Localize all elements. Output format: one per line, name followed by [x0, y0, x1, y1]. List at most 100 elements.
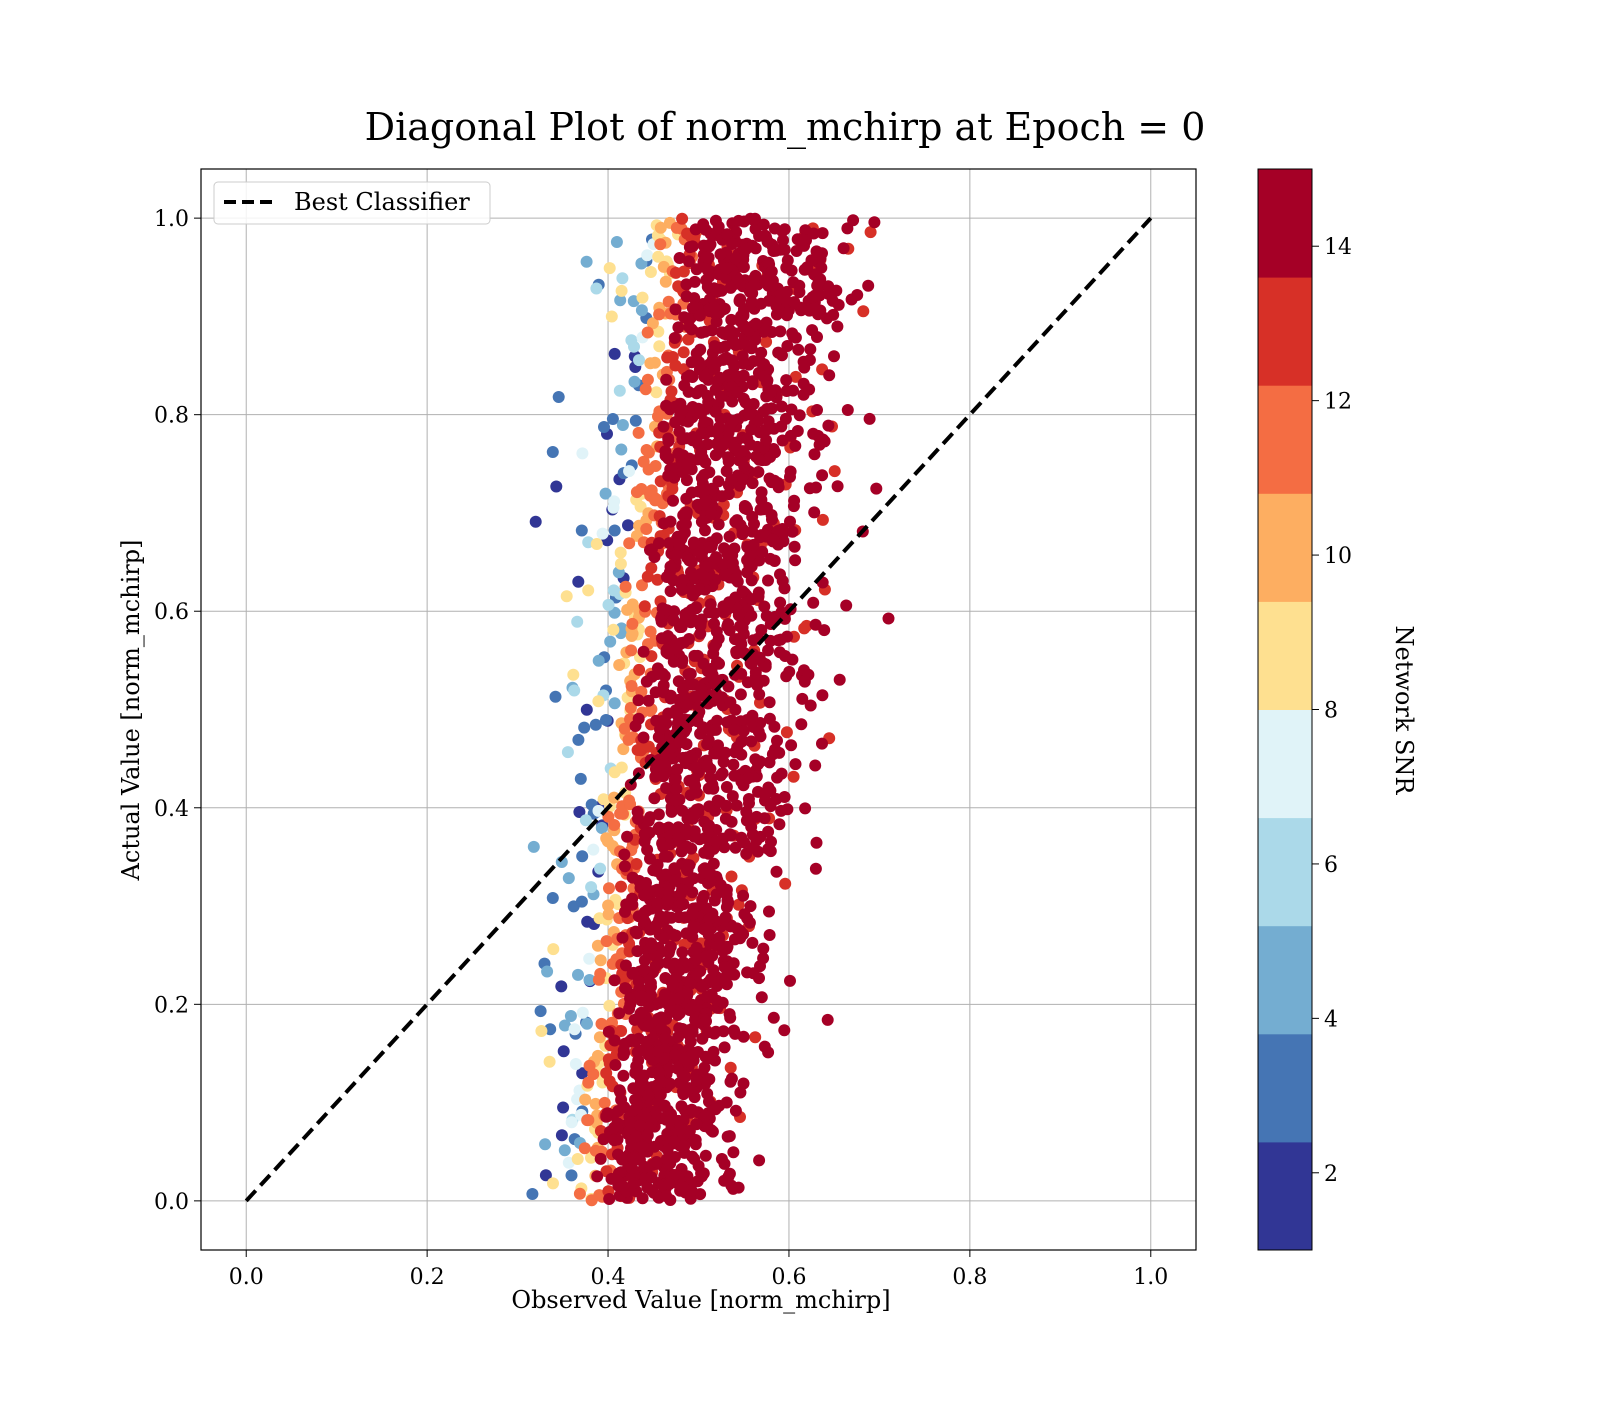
scatter-point	[685, 603, 698, 616]
scatter-point	[686, 1150, 699, 1163]
scatter-point	[745, 574, 758, 587]
scatter-point	[684, 1002, 697, 1015]
scatter-point	[608, 791, 621, 804]
scatter-point	[557, 1045, 570, 1058]
scatter-point	[737, 1077, 750, 1090]
scatter-point	[784, 429, 797, 442]
scatter-point	[642, 973, 655, 985]
scatter-point	[717, 558, 730, 571]
scatter-point	[602, 598, 615, 611]
scatter-point	[631, 945, 644, 958]
scatter-point	[594, 954, 607, 967]
scatter-point	[705, 425, 718, 438]
scatter-point	[724, 696, 737, 709]
scatter-point	[798, 675, 811, 688]
scatter-point	[816, 513, 829, 526]
scatter-point	[811, 404, 823, 416]
scatter-point	[708, 340, 721, 353]
scatter-point	[662, 707, 675, 720]
scatter-point	[723, 1130, 736, 1143]
scatter-point	[568, 684, 581, 697]
scatter-point	[737, 889, 750, 902]
scatter-point	[547, 1177, 559, 1190]
scatter-point	[789, 439, 802, 452]
scatter-point	[669, 1151, 681, 1163]
scatter-point	[568, 1023, 581, 1036]
scatter-point	[660, 782, 673, 794]
scatter-point	[633, 663, 646, 676]
scatter-point	[567, 668, 580, 681]
scatter-point	[638, 963, 651, 976]
scatter-point	[610, 236, 623, 248]
scatter-point	[738, 460, 751, 473]
scatter-point	[810, 836, 823, 849]
scatter-point	[628, 1013, 641, 1026]
scatter-point	[641, 249, 654, 262]
scatter-point	[676, 883, 689, 896]
scatter-point	[808, 506, 821, 519]
scatter-point	[591, 1049, 604, 1062]
scatter-point	[786, 653, 799, 666]
scatter-point	[728, 933, 741, 946]
scatter-point	[641, 373, 654, 386]
scatter-point	[787, 330, 800, 343]
scatter-point	[678, 1052, 691, 1065]
scatter-point	[602, 1025, 615, 1038]
scatter-point	[720, 799, 733, 812]
scatter-point	[789, 370, 802, 383]
scatter-point	[705, 1124, 718, 1137]
scatter-point	[784, 515, 796, 528]
scatter-point	[688, 649, 701, 662]
scatter-point	[689, 1134, 702, 1146]
scatter-point	[772, 477, 784, 489]
scatter-point	[648, 1140, 661, 1153]
scatter-point	[720, 262, 733, 275]
scatter-point	[707, 964, 720, 977]
colorbar-tick-label: 2	[1324, 1162, 1338, 1187]
scatter-point	[644, 942, 657, 954]
scatter-point	[752, 758, 764, 771]
scatter-point	[617, 1049, 630, 1061]
scatter-point	[790, 245, 803, 257]
y-tick-label: 0.0	[154, 1190, 189, 1215]
scatter-point	[703, 606, 716, 619]
scatter-point	[583, 1059, 596, 1072]
scatter-point	[659, 868, 672, 881]
scatter-point	[722, 680, 735, 693]
scatter-point	[642, 740, 655, 753]
scatter-point	[629, 1066, 642, 1079]
scatter-point	[762, 1046, 775, 1059]
scatter-point	[685, 486, 698, 499]
scatter-point	[698, 415, 711, 428]
scatter-point	[804, 343, 817, 356]
scatter-point	[789, 554, 802, 567]
scatter-point	[744, 900, 757, 913]
scatter-point	[589, 718, 602, 731]
scatter-point	[746, 477, 759, 490]
scatter-point	[668, 774, 681, 787]
scatter-point	[629, 414, 642, 427]
scatter-point	[694, 448, 707, 461]
scatter-point	[629, 925, 642, 938]
scatter-point	[669, 416, 682, 429]
scatter-point	[672, 992, 685, 1005]
scatter-point	[781, 630, 794, 643]
scatter-point	[576, 1006, 589, 1019]
scatter-point	[608, 1134, 621, 1147]
scatter-point	[785, 264, 798, 277]
scatter-point	[667, 655, 680, 668]
scatter-point	[632, 812, 644, 825]
scatter-point	[690, 1074, 703, 1087]
scatter-point	[743, 408, 756, 421]
scatter-point	[762, 415, 775, 428]
scatter-point	[725, 1072, 738, 1085]
scatter-point	[535, 1025, 548, 1037]
scatter-point	[680, 290, 693, 303]
scatter-point	[581, 1017, 593, 1030]
scatter-point	[681, 840, 694, 853]
scatter-point	[651, 1045, 664, 1058]
best-classifier-line	[244, 216, 1153, 1203]
scatter-point	[693, 547, 706, 559]
scatter-point	[576, 447, 589, 460]
scatter-point	[657, 932, 670, 945]
